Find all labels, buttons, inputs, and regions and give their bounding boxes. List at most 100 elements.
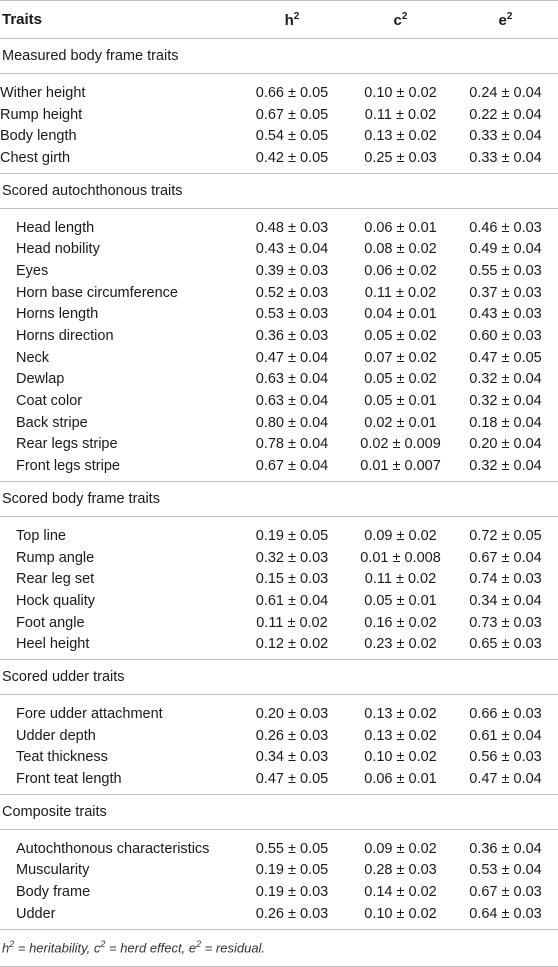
table-row: Heel height 0.12 ± 0.02 0.23 ± 0.02 0.65 ± … (0, 633, 558, 659)
residual-cell: 0.22 ± 0.04 (469, 106, 542, 123)
trait-cell: Body length (0, 128, 77, 145)
residual-cell: 0.67 ± 0.03 (469, 884, 542, 901)
heritability-cell: 0.53 ± 0.03 (255, 306, 329, 323)
residual-cell: 0.61 ± 0.04 (469, 727, 542, 744)
herd-effect-cell: 0.06 ± 0.01 (364, 771, 437, 788)
herd-effect-cell: 0.05 ± 0.01 (364, 393, 437, 410)
header-e2: e2 (453, 0, 558, 39)
trait-cell: Eyes (16, 262, 49, 279)
table-row: Foot angle 0.11 ± 0.02 0.16 ± 0.02 0.73 ± 0… (0, 612, 558, 634)
table-row: Front legs stripe 0.67 ± 0.04 0.01 ± 0.007… (0, 455, 558, 481)
herd-effect-cell: 0.05 ± 0.02 (364, 328, 437, 345)
trait-cell: Udder (16, 905, 56, 922)
trait-cell: Fore udder attachment (16, 705, 163, 722)
heritability-cell: 0.19 ± 0.05 (255, 862, 329, 879)
herd-effect-cell: 0.02 ± 0.009 (360, 436, 441, 453)
heritability-cell: 0.52 ± 0.03 (255, 284, 329, 301)
table-row: Muscularity 0.19 ± 0.05 0.28 ± 0.03 0.53 ± … (0, 860, 558, 882)
table-row: Hock quality 0.61 ± 0.04 0.05 ± 0.01 0.34 ±… (0, 590, 558, 612)
table-row: Back stripe 0.80 ± 0.04 0.02 ± 0.01 0.18 ± … (0, 412, 558, 434)
heritability-cell: 0.80 ± 0.04 (255, 414, 329, 431)
trait-cell: Chest girth (0, 149, 71, 166)
heritability-cell: 0.63 ± 0.04 (255, 393, 329, 410)
group-title: Measured body frame traits (0, 38, 558, 74)
trait-cell: Wither height (0, 84, 86, 101)
table-row: Top line 0.19 ± 0.05 0.09 ± 0.02 0.72 ± 0.0… (0, 517, 558, 547)
table-body: Measured body frame traits Wither height 0… (0, 38, 558, 930)
trait-cell: Head length (16, 219, 95, 236)
residual-cell: 0.66 ± 0.03 (469, 705, 542, 722)
header-traits: Traits (0, 0, 236, 39)
heritability-cell: 0.47 ± 0.05 (255, 771, 329, 788)
residual-cell: 0.74 ± 0.03 (469, 571, 542, 588)
table-row: Teat thickness 0.34 ± 0.03 0.10 ± 0.02 0.56… (0, 747, 558, 769)
residual-cell: 0.73 ± 0.03 (469, 614, 542, 631)
residual-cell: 0.60 ± 0.03 (469, 328, 542, 345)
table-row: Rump height 0.67 ± 0.05 0.11 ± 0.02 0.22 ± … (0, 104, 558, 126)
trait-cell: Front teat length (16, 771, 122, 788)
trait-cell: Dewlap (16, 371, 65, 388)
group-header-row: Scored autochthonous traits (0, 172, 558, 209)
herd-effect-cell: 0.10 ± 0.02 (364, 749, 437, 766)
trait-cell: Front legs stripe (16, 458, 120, 475)
residual-cell: 0.32 ± 0.04 (469, 371, 542, 388)
group-header-row: Composite traits (0, 793, 558, 830)
heritability-cell: 0.20 ± 0.03 (255, 705, 329, 722)
trait-cell: Muscularity (16, 862, 90, 879)
heritability-cell: 0.11 ± 0.02 (256, 614, 328, 631)
table-row: Rear legs stripe 0.78 ± 0.04 0.02 ± 0.009 0… (0, 434, 558, 456)
table-row: Horns direction 0.36 ± 0.03 0.05 ± 0.02 0.6… (0, 325, 558, 347)
trait-cell: Teat thickness (16, 749, 108, 766)
residual-cell: 0.34 ± 0.04 (469, 592, 542, 609)
group-title: Composite traits (0, 793, 558, 830)
heritability-cell: 0.67 ± 0.04 (255, 458, 329, 475)
group-title: Scored autochthonous traits (0, 172, 558, 209)
herd-effect-cell: 0.28 ± 0.03 (364, 862, 437, 879)
heritability-cell: 0.67 ± 0.05 (255, 106, 329, 123)
trait-cell: Horns direction (16, 328, 114, 345)
residual-cell: 0.43 ± 0.03 (469, 306, 542, 323)
trait-cell: Udder depth (16, 727, 96, 744)
group-header-row: Scored body frame traits (0, 481, 558, 517)
residual-cell: 0.67 ± 0.04 (469, 549, 542, 566)
herd-effect-cell: 0.05 ± 0.02 (364, 371, 437, 388)
footnote-row: h2 = heritability, c2 = herd effect, e2 … (0, 928, 558, 967)
heritability-cell: 0.78 ± 0.04 (255, 436, 329, 453)
herd-effect-cell: 0.10 ± 0.02 (364, 905, 437, 922)
residual-cell: 0.72 ± 0.05 (469, 527, 542, 544)
herd-effect-cell: 0.09 ± 0.02 (364, 527, 437, 544)
residual-cell: 0.36 ± 0.04 (469, 840, 542, 857)
herd-effect-cell: 0.04 ± 0.01 (364, 306, 437, 323)
heritability-cell: 0.43 ± 0.04 (255, 241, 329, 258)
table-row: Chest girth 0.42 ± 0.05 0.25 ± 0.03 0.33 ± … (0, 147, 558, 173)
residual-cell: 0.65 ± 0.03 (469, 636, 542, 653)
trait-cell: Foot angle (16, 614, 85, 631)
herd-effect-cell: 0.13 ± 0.02 (364, 705, 437, 722)
trait-cell: Coat color (16, 393, 83, 410)
header-h2: h2 (236, 0, 348, 39)
residual-cell: 0.47 ± 0.04 (469, 771, 542, 788)
trait-cell: Rump angle (16, 549, 95, 566)
trait-cell: Rump height (0, 106, 83, 123)
table-row: Head nobility 0.43 ± 0.04 0.08 ± 0.02 0.49 … (0, 238, 558, 260)
heritability-cell: 0.15 ± 0.03 (255, 571, 329, 588)
heritability-cell: 0.39 ± 0.03 (255, 262, 329, 279)
group-header-row: Scored udder traits (0, 659, 558, 696)
herd-effect-cell: 0.09 ± 0.02 (364, 840, 437, 857)
herd-effect-cell: 0.01 ± 0.007 (360, 458, 441, 475)
table-row: Rear leg set 0.15 ± 0.03 0.11 ± 0.02 0.74 ±… (0, 568, 558, 590)
trait-cell: Head nobility (16, 241, 100, 258)
trait-cell: Rear legs stripe (16, 436, 118, 453)
trait-cell: Neck (16, 349, 50, 366)
heritability-cell: 0.63 ± 0.04 (255, 371, 329, 388)
table-row: Head length 0.48 ± 0.03 0.06 ± 0.01 0.46 ± … (0, 208, 558, 238)
heritability-cell: 0.19 ± 0.03 (255, 884, 329, 901)
table-row: Horns length 0.53 ± 0.03 0.04 ± 0.01 0.43 ±… (0, 304, 558, 326)
trait-cell: Top line (16, 527, 66, 544)
table-row: Horn base circumference 0.52 ± 0.03 0.11 ±… (0, 282, 558, 304)
heritability-cell: 0.26 ± 0.03 (255, 905, 329, 922)
herd-effect-cell: 0.13 ± 0.02 (364, 727, 437, 744)
heritability-cell: 0.32 ± 0.03 (255, 549, 329, 566)
herd-effect-cell: 0.06 ± 0.01 (364, 219, 437, 236)
